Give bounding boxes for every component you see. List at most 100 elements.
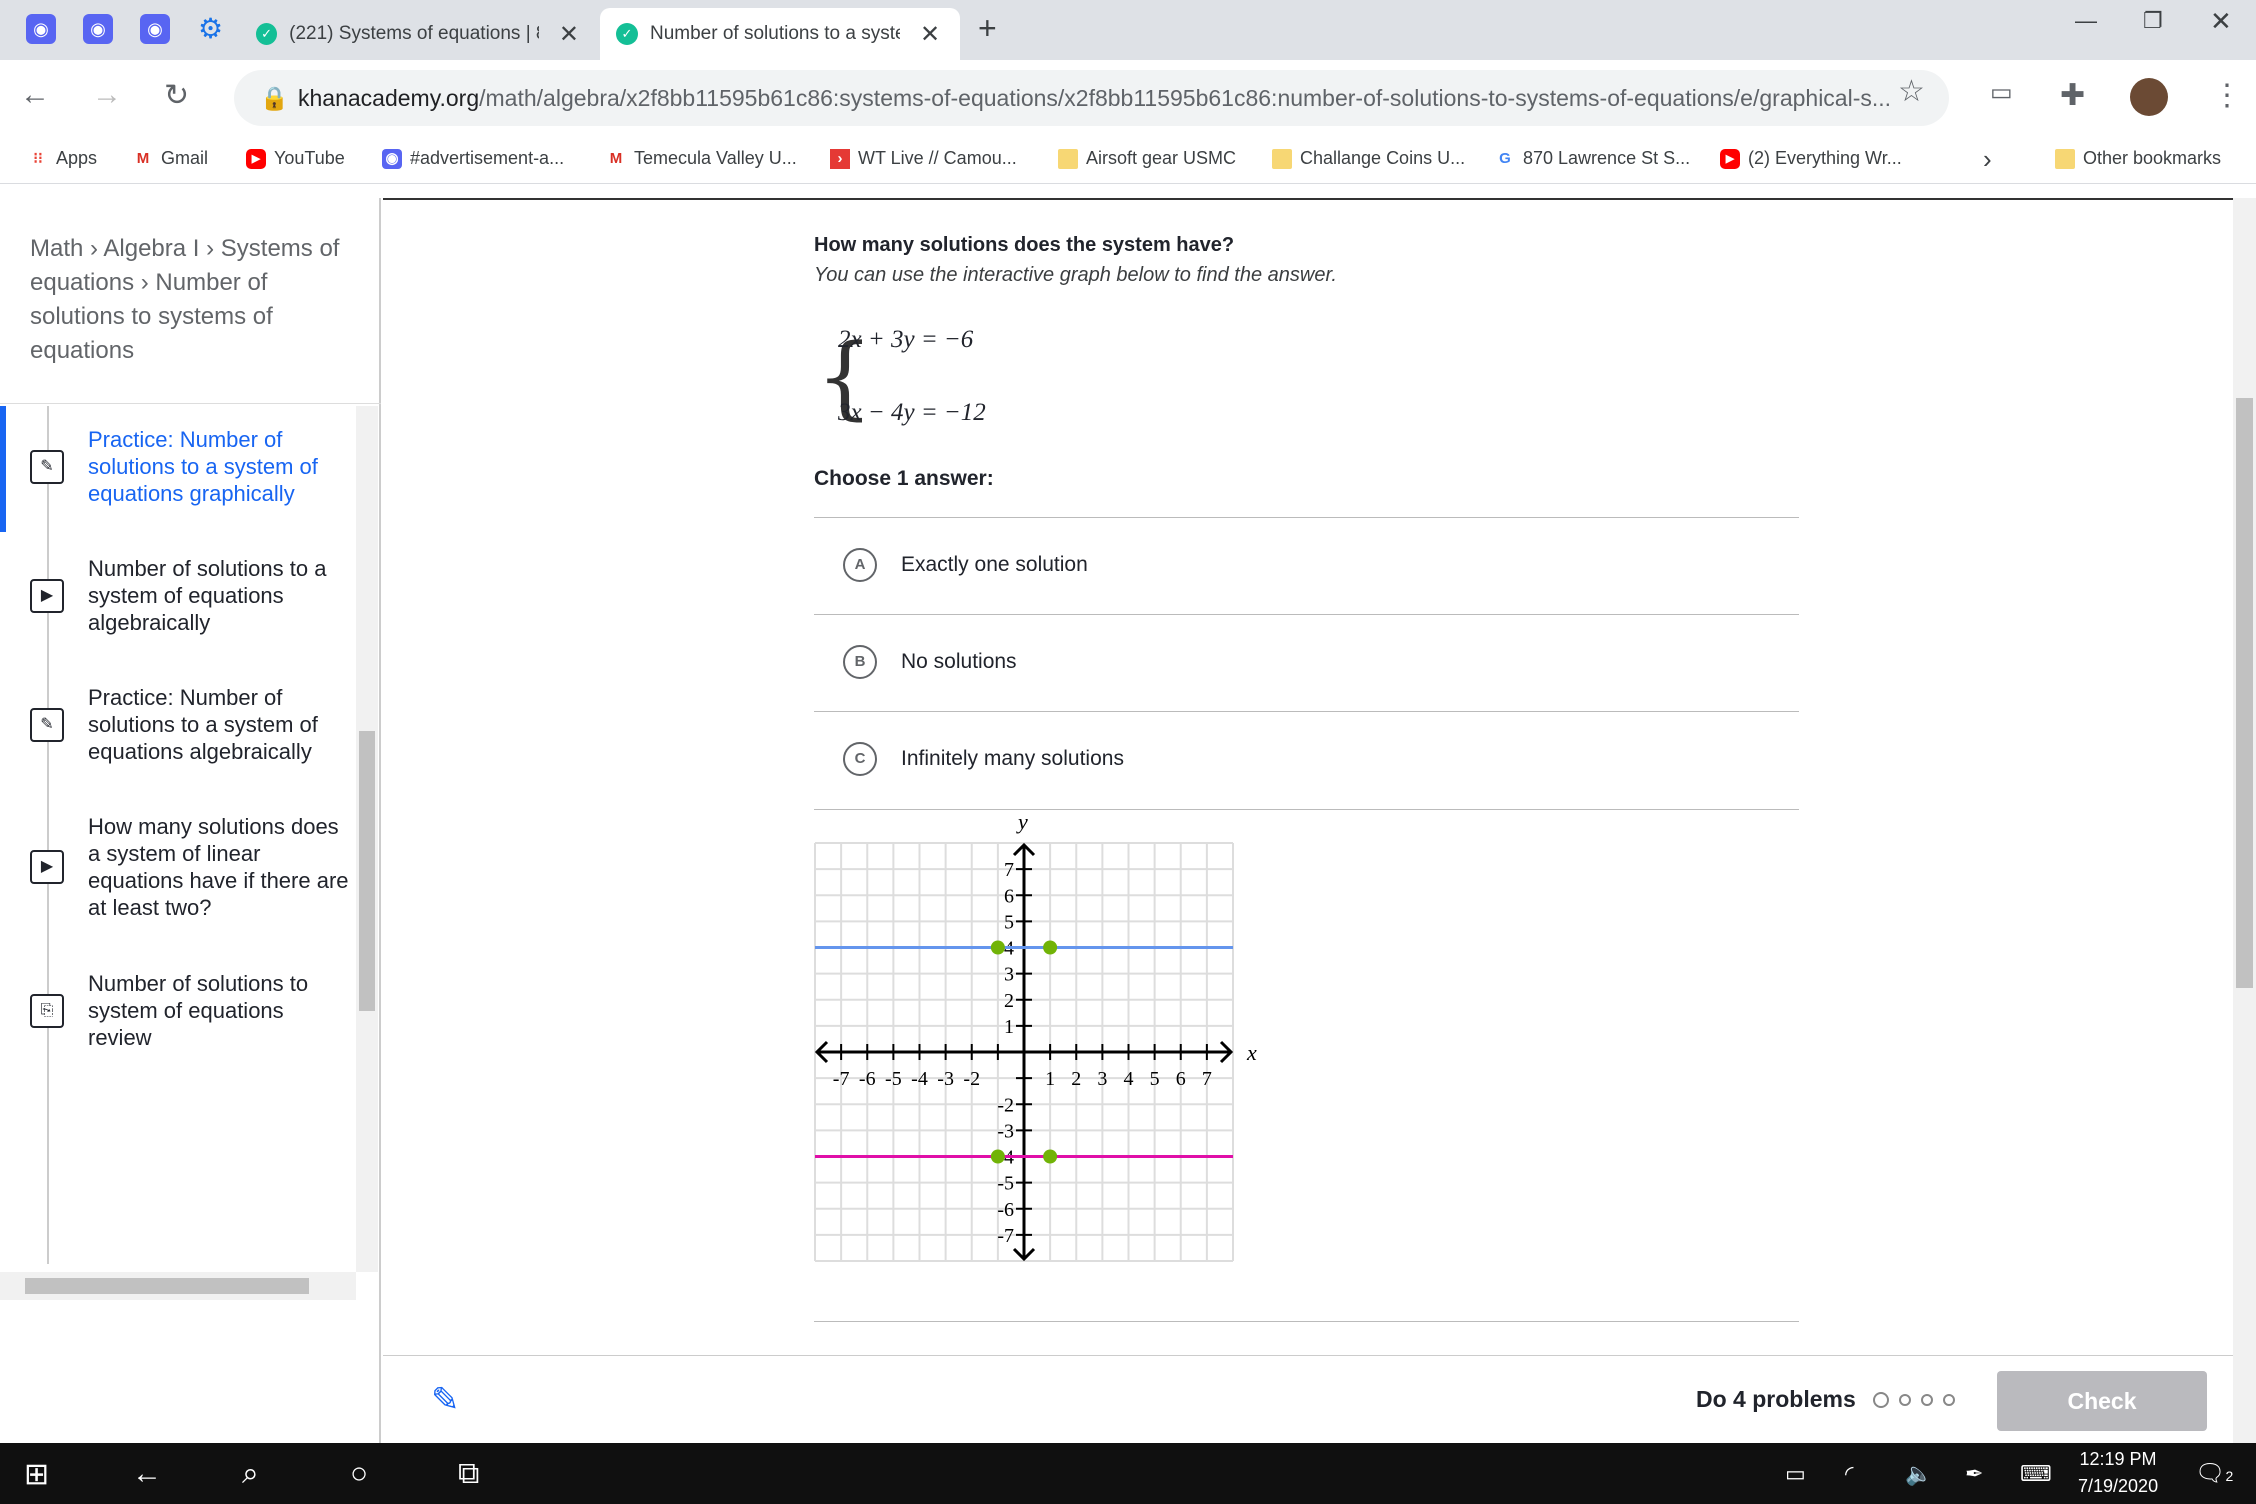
extensions-icon[interactable]: ✚ bbox=[2060, 79, 2086, 112]
star-icon[interactable]: ☆ bbox=[1898, 75, 1925, 108]
folder-icon bbox=[1058, 148, 1078, 169]
y-tick-label: 2 bbox=[1004, 990, 1014, 1012]
taskbar: ⊞ ← ⌕ ○ ⧉ ▭ ◜ 🔈 ✒ ⌨ 12:19 PM 7/19/2020 🗨2 bbox=[0, 1443, 2256, 1504]
pencil-icon: ✎ bbox=[30, 450, 64, 484]
close-tab-icon[interactable]: ✕ bbox=[558, 20, 579, 48]
minimize-button[interactable]: — bbox=[2075, 8, 2097, 33]
breadcrumb-systems[interactable]: Systems of equations bbox=[30, 235, 340, 296]
bookmark-gmail[interactable]: M Gmail bbox=[133, 148, 208, 169]
breadcrumb-math[interactable]: Math bbox=[30, 235, 84, 262]
reload-icon[interactable]: ↻ bbox=[164, 79, 190, 112]
y-tick-label: 5 bbox=[1004, 911, 1014, 933]
sidebar-item-video-at-least-two[interactable]: ▶ How many solutions does a system of lin… bbox=[0, 813, 360, 928]
avatar[interactable] bbox=[2130, 78, 2168, 116]
tab-bar: ◉ ◉ ◉ ⚙ ✓ (221) Systems of equations | 8t… bbox=[0, 0, 2256, 60]
equation-1: 2x + 3y = −6 bbox=[838, 326, 974, 353]
y-tick-label: -2 bbox=[997, 1094, 1014, 1116]
y-tick-label: -5 bbox=[997, 1173, 1014, 1195]
reading-list-icon[interactable]: ▭ bbox=[1990, 79, 2013, 106]
close-tab-icon[interactable]: ✕ bbox=[920, 20, 941, 48]
bookmark-everything[interactable]: ▶ (2) Everything Wr... bbox=[1720, 148, 1902, 169]
breadcrumb-number-of-solutions[interactable]: Number of solutions to systems of equati… bbox=[30, 269, 273, 364]
battery-icon[interactable]: ▭ bbox=[1785, 1461, 1806, 1486]
discord-tab-icon[interactable]: ◉ bbox=[26, 14, 56, 44]
tab-number-of-solutions[interactable]: ✓ Number of solutions to a syste ✕ bbox=[600, 8, 960, 60]
keyboard-icon[interactable]: ⌨ bbox=[2020, 1461, 2052, 1486]
bookmark-apps[interactable]: ⁝⁝ Apps bbox=[28, 148, 97, 169]
menu-icon[interactable]: ⋮ bbox=[2212, 79, 2242, 112]
progress-dot bbox=[1873, 1392, 1889, 1408]
bookmark-discord[interactable]: ◉ #advertisement-a... bbox=[382, 148, 564, 169]
more-bookmarks-chevron-icon[interactable]: › bbox=[1983, 144, 1992, 174]
search-icon[interactable]: ⌕ bbox=[242, 1457, 259, 1490]
page-scrollbar[interactable] bbox=[2233, 198, 2256, 1443]
address-bar-row: ← → ↻ 🔒 khanacademy.org/math/algebra/x2f8… bbox=[0, 60, 2256, 138]
x-tick-label: -2 bbox=[963, 1068, 980, 1090]
sidebar-item-practice-algebraically[interactable]: ✎ Practice: Number of solutions to a syst… bbox=[0, 684, 360, 774]
tab-systems-of-equations[interactable]: ✓ (221) Systems of equations | 8t ✕ bbox=[240, 8, 595, 60]
y-tick-label: 6 bbox=[1004, 885, 1014, 907]
equation-2: 3x − 4y = −12 bbox=[838, 399, 986, 426]
progress-dots bbox=[1873, 1392, 1955, 1408]
khan-icon: ✓ bbox=[616, 23, 638, 45]
horizontal-scrollbar[interactable] bbox=[0, 1272, 356, 1300]
bookmark-wt-live[interactable]: › WT Live // Camou... bbox=[830, 148, 1017, 169]
task-view-icon[interactable]: ⧉ bbox=[458, 1457, 480, 1490]
sidebar bbox=[0, 198, 381, 1443]
x-tick-label: 7 bbox=[1202, 1068, 1212, 1090]
new-tab-button[interactable]: + bbox=[978, 10, 997, 46]
wifi-icon[interactable]: ◜ bbox=[1845, 1461, 1854, 1486]
question-hint: You can use the interactive graph below … bbox=[814, 264, 1337, 286]
pen-icon[interactable]: ✒ bbox=[1965, 1461, 1984, 1486]
bookmark-coins[interactable]: Challange Coins U... bbox=[1272, 148, 1465, 169]
back-icon[interactable]: ← bbox=[132, 1457, 162, 1490]
folder-icon bbox=[2055, 148, 2075, 169]
draggable-point[interactable] bbox=[1043, 940, 1058, 955]
x-tick-label: 2 bbox=[1071, 1068, 1081, 1090]
sidebar-scrollbar[interactable] bbox=[356, 406, 378, 1272]
x-tick-label: -6 bbox=[859, 1068, 876, 1090]
draggable-point[interactable] bbox=[990, 1149, 1005, 1164]
volume-icon[interactable]: 🔈 bbox=[1905, 1461, 1933, 1486]
cortana-icon[interactable]: ○ bbox=[350, 1457, 369, 1490]
gmail-icon: M bbox=[609, 149, 623, 167]
bookmark-airsoft[interactable]: Airsoft gear USMC bbox=[1058, 148, 1236, 169]
sidebar-item-video-algebraically[interactable]: ▶ Number of solutions to a system of equa… bbox=[0, 555, 360, 645]
other-bookmarks[interactable]: Other bookmarks bbox=[2055, 148, 2221, 169]
breadcrumb-algebra[interactable]: Algebra I bbox=[103, 235, 200, 262]
notifications-icon[interactable]: 🗨2 bbox=[2195, 1460, 2234, 1487]
bookmark-temecula[interactable]: M Temecula Valley U... bbox=[606, 148, 797, 169]
scratchpad-icon[interactable]: ✎ bbox=[431, 1381, 460, 1419]
forward-icon[interactable]: → bbox=[92, 78, 122, 111]
choice-a[interactable]: A Exactly one solution bbox=[814, 517, 1799, 613]
x-tick-label: 3 bbox=[1097, 1068, 1107, 1090]
draggable-point[interactable] bbox=[1043, 1149, 1058, 1164]
do-problems-label: Do 4 problems bbox=[1696, 1386, 1856, 1412]
settings-tab-icon[interactable]: ⚙ bbox=[198, 13, 224, 44]
y-tick-label: -7 bbox=[997, 1225, 1014, 1247]
youtube-icon: ▶ bbox=[1720, 148, 1740, 169]
check-button[interactable]: Check bbox=[1997, 1371, 2207, 1431]
progress-dot bbox=[1943, 1394, 1955, 1406]
windows-start-icon[interactable]: ⊞ bbox=[24, 1458, 50, 1491]
progress-dot bbox=[1921, 1394, 1933, 1406]
interactive-graph[interactable]: -7-7-6-6-5-5-4-4-3-3-2-211223344556677xy bbox=[800, 800, 1280, 1280]
choice-b[interactable]: B No solutions bbox=[814, 614, 1799, 710]
url-input[interactable]: 🔒 khanacademy.org/math/algebra/x2f8bb1159… bbox=[234, 70, 1949, 126]
choice-c[interactable]: C Infinitely many solutions bbox=[814, 711, 1799, 807]
apps-grid-icon: ⁝⁝ bbox=[33, 149, 43, 167]
close-window-button[interactable]: ✕ bbox=[2210, 6, 2232, 36]
bookmark-youtube[interactable]: ▶ YouTube bbox=[246, 148, 345, 169]
restore-button[interactable]: ❐ bbox=[2143, 8, 2163, 33]
bookmark-lawrence[interactable]: G 870 Lawrence St S... bbox=[1495, 148, 1690, 169]
y-tick-label: 1 bbox=[1004, 1016, 1014, 1038]
sidebar-item-practice-graphically[interactable]: ✎ Practice: Number of solutions to a syst… bbox=[0, 426, 360, 516]
clock[interactable]: 12:19 PM 7/19/2020 bbox=[2078, 1449, 2159, 1496]
draggable-point[interactable] bbox=[990, 940, 1005, 955]
x-tick-label: -3 bbox=[937, 1068, 954, 1090]
sidebar-item-review[interactable]: ⎘ Number of solutions to system of equati… bbox=[0, 970, 360, 1060]
discord-tab-icon[interactable]: ◉ bbox=[83, 14, 113, 44]
back-icon[interactable]: ← bbox=[20, 78, 50, 111]
discord-tab-icon[interactable]: ◉ bbox=[140, 14, 170, 44]
y-tick-label: -6 bbox=[997, 1199, 1014, 1221]
